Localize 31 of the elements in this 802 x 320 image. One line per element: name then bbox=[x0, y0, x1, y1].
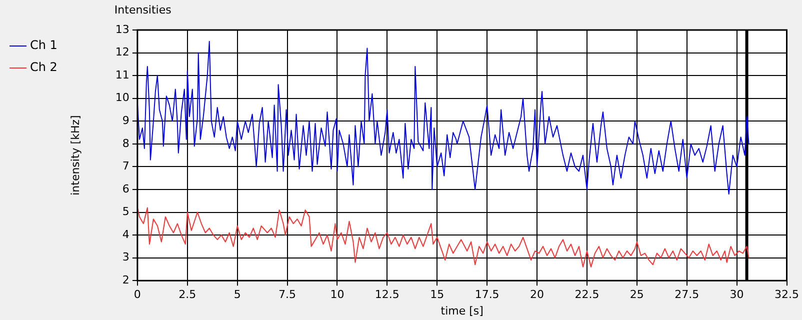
y-tick-label: 11 bbox=[115, 68, 130, 82]
x-tick-label: 15 bbox=[430, 288, 444, 302]
x-tick-label: 17.5 bbox=[474, 288, 500, 302]
x-tick-label: 25 bbox=[630, 288, 644, 302]
y-tick-label: 13 bbox=[115, 22, 130, 36]
y-tick-label: 5 bbox=[122, 205, 130, 218]
x-tick-label: 0 bbox=[134, 288, 141, 302]
x-tick-label: 22.5 bbox=[574, 288, 600, 302]
y-tick-label: 10 bbox=[115, 91, 130, 104]
x-tick-label: 10 bbox=[330, 288, 344, 302]
y-tick-label: 12 bbox=[115, 46, 130, 59]
x-axis-title: time [s] bbox=[440, 304, 484, 318]
x-tick-label: 2.5 bbox=[178, 288, 196, 302]
x-tick-label: 5 bbox=[234, 288, 241, 302]
y-tick-label: 8 bbox=[122, 136, 130, 150]
x-tick-label: 20 bbox=[530, 288, 544, 302]
y-tick-label: 2 bbox=[122, 273, 130, 286]
y-tick-label: 7 bbox=[122, 160, 130, 173]
y-tick-label: 3 bbox=[122, 250, 130, 264]
y-tick-label: 9 bbox=[122, 114, 130, 127]
y-axis-title: intensity [kHz] bbox=[68, 115, 82, 196]
legend-label: Ch 1 bbox=[30, 38, 58, 52]
x-tick-label: 32.5 bbox=[774, 288, 800, 302]
x-tick-label: 30 bbox=[730, 288, 744, 302]
chart-title: Intensities bbox=[114, 3, 172, 16]
x-tick-label: 27.5 bbox=[674, 288, 700, 302]
x-tick-label: 12.5 bbox=[374, 288, 400, 302]
y-tick-label: 4 bbox=[122, 228, 130, 241]
x-tick-label: 7.5 bbox=[278, 288, 296, 302]
y-tick-label: 6 bbox=[122, 182, 130, 196]
legend-label: Ch 2 bbox=[30, 60, 58, 74]
